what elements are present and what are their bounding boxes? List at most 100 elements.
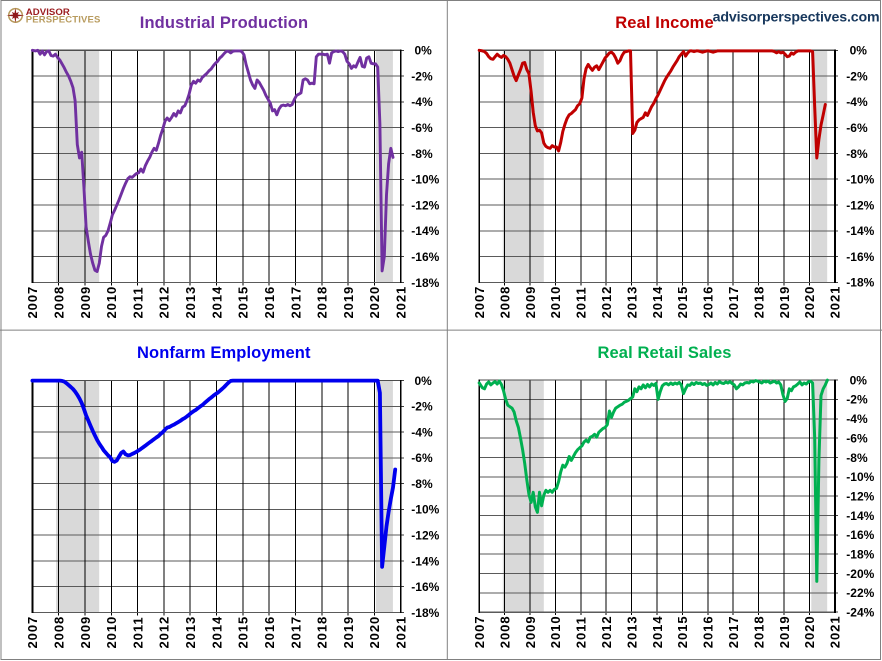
svg-text:Real Retail Sales: Real Retail Sales bbox=[597, 344, 731, 362]
svg-text:2010: 2010 bbox=[548, 615, 563, 648]
svg-text:2007: 2007 bbox=[472, 615, 487, 648]
svg-text:-16%: -16% bbox=[411, 580, 439, 594]
svg-text:-14%: -14% bbox=[846, 509, 874, 523]
svg-text:2014: 2014 bbox=[209, 286, 224, 319]
svg-text:2018: 2018 bbox=[315, 616, 330, 649]
svg-text:2010: 2010 bbox=[104, 616, 119, 649]
svg-text:-6%: -6% bbox=[411, 121, 433, 135]
svg-text:-8%: -8% bbox=[411, 477, 433, 491]
svg-text:2017: 2017 bbox=[726, 615, 741, 648]
svg-text:-10%: -10% bbox=[846, 470, 874, 484]
svg-text:2015: 2015 bbox=[236, 616, 251, 649]
svg-text:2012: 2012 bbox=[599, 615, 614, 648]
svg-text:2020: 2020 bbox=[802, 286, 817, 319]
svg-text:2012: 2012 bbox=[157, 616, 172, 649]
svg-text:-8%: -8% bbox=[846, 147, 868, 161]
svg-text:ADVISOR: ADVISOR bbox=[26, 7, 70, 18]
svg-text:-18%: -18% bbox=[411, 276, 439, 290]
svg-text:2016: 2016 bbox=[701, 286, 716, 319]
svg-text:2011: 2011 bbox=[574, 286, 589, 318]
svg-text:2009: 2009 bbox=[523, 286, 538, 319]
svg-text:2021: 2021 bbox=[828, 286, 843, 319]
svg-text:-12%: -12% bbox=[846, 490, 874, 504]
svg-text:2021: 2021 bbox=[394, 286, 409, 319]
svg-text:2019: 2019 bbox=[341, 616, 356, 649]
svg-text:2016: 2016 bbox=[262, 286, 277, 319]
svg-text:2021: 2021 bbox=[828, 615, 843, 648]
svg-text:-24%: -24% bbox=[846, 606, 874, 620]
svg-text:2008: 2008 bbox=[497, 286, 512, 319]
svg-text:-22%: -22% bbox=[846, 586, 874, 600]
svg-text:2009: 2009 bbox=[78, 286, 93, 319]
svg-text:2017: 2017 bbox=[288, 286, 303, 319]
svg-text:-10%: -10% bbox=[846, 173, 874, 187]
svg-text:2008: 2008 bbox=[52, 616, 67, 649]
svg-text:-10%: -10% bbox=[411, 503, 439, 517]
svg-text:-4%: -4% bbox=[846, 95, 868, 109]
svg-text:2013: 2013 bbox=[183, 286, 198, 319]
svg-text:2010: 2010 bbox=[548, 286, 563, 319]
svg-text:2021: 2021 bbox=[394, 616, 409, 649]
svg-text:2014: 2014 bbox=[650, 286, 665, 319]
svg-text:-8%: -8% bbox=[846, 451, 868, 465]
svg-text:2016: 2016 bbox=[262, 616, 277, 649]
svg-text:2009: 2009 bbox=[523, 615, 538, 648]
svg-text:-14%: -14% bbox=[846, 224, 874, 238]
svg-text:2015: 2015 bbox=[675, 286, 690, 319]
svg-text:2011: 2011 bbox=[130, 616, 145, 648]
svg-text:-4%: -4% bbox=[411, 425, 433, 439]
svg-text:2011: 2011 bbox=[130, 286, 145, 318]
svg-text:-12%: -12% bbox=[411, 198, 439, 212]
svg-text:2011: 2011 bbox=[574, 616, 589, 648]
svg-text:-18%: -18% bbox=[411, 606, 439, 620]
svg-text:2007: 2007 bbox=[25, 286, 40, 319]
svg-text:2018: 2018 bbox=[315, 286, 330, 319]
svg-text:2008: 2008 bbox=[52, 286, 67, 319]
svg-text:-2%: -2% bbox=[846, 69, 868, 83]
svg-text:-16%: -16% bbox=[411, 250, 439, 264]
svg-text:-6%: -6% bbox=[846, 121, 868, 135]
svg-text:2014: 2014 bbox=[650, 615, 665, 648]
svg-text:-20%: -20% bbox=[846, 567, 874, 581]
svg-text:2019: 2019 bbox=[777, 615, 792, 648]
svg-text:PERSPECTIVES: PERSPECTIVES bbox=[26, 14, 101, 25]
svg-text:2010: 2010 bbox=[104, 286, 119, 319]
svg-text:-4%: -4% bbox=[846, 412, 868, 426]
svg-text:-10%: -10% bbox=[411, 173, 439, 187]
svg-text:-12%: -12% bbox=[411, 529, 439, 543]
svg-text:0%: 0% bbox=[415, 374, 433, 388]
svg-text:Industrial Production: Industrial Production bbox=[140, 14, 308, 32]
svg-text:-14%: -14% bbox=[411, 224, 439, 238]
svg-text:2018: 2018 bbox=[751, 615, 766, 648]
svg-text:2019: 2019 bbox=[777, 286, 792, 319]
svg-text:-2%: -2% bbox=[411, 400, 433, 414]
svg-text:-6%: -6% bbox=[411, 451, 433, 465]
svg-text:0%: 0% bbox=[850, 373, 868, 387]
svg-text:2020: 2020 bbox=[802, 615, 817, 648]
svg-text:2013: 2013 bbox=[183, 616, 198, 649]
svg-text:2012: 2012 bbox=[599, 286, 614, 319]
svg-text:-18%: -18% bbox=[846, 548, 874, 562]
svg-text:2018: 2018 bbox=[751, 286, 766, 319]
svg-text:-18%: -18% bbox=[846, 276, 874, 290]
svg-text:2014: 2014 bbox=[209, 616, 224, 649]
svg-text:2007: 2007 bbox=[472, 286, 487, 319]
svg-text:2017: 2017 bbox=[288, 616, 303, 649]
svg-text:-8%: -8% bbox=[411, 147, 433, 161]
svg-text:2009: 2009 bbox=[78, 616, 93, 649]
svg-text:2017: 2017 bbox=[726, 286, 741, 319]
svg-text:2007: 2007 bbox=[25, 616, 40, 649]
svg-text:2020: 2020 bbox=[367, 616, 382, 649]
svg-text:-14%: -14% bbox=[411, 554, 439, 568]
svg-text:-16%: -16% bbox=[846, 250, 874, 264]
svg-text:2015: 2015 bbox=[675, 615, 690, 648]
svg-text:2013: 2013 bbox=[624, 286, 639, 319]
svg-text:-6%: -6% bbox=[846, 431, 868, 445]
svg-text:2013: 2013 bbox=[624, 615, 639, 648]
svg-text:-12%: -12% bbox=[846, 198, 874, 212]
svg-text:2016: 2016 bbox=[701, 615, 716, 648]
svg-text:2012: 2012 bbox=[157, 286, 172, 319]
svg-text:2020: 2020 bbox=[367, 286, 382, 319]
svg-text:-2%: -2% bbox=[846, 393, 868, 407]
svg-text:Real Income: Real Income bbox=[615, 14, 714, 32]
